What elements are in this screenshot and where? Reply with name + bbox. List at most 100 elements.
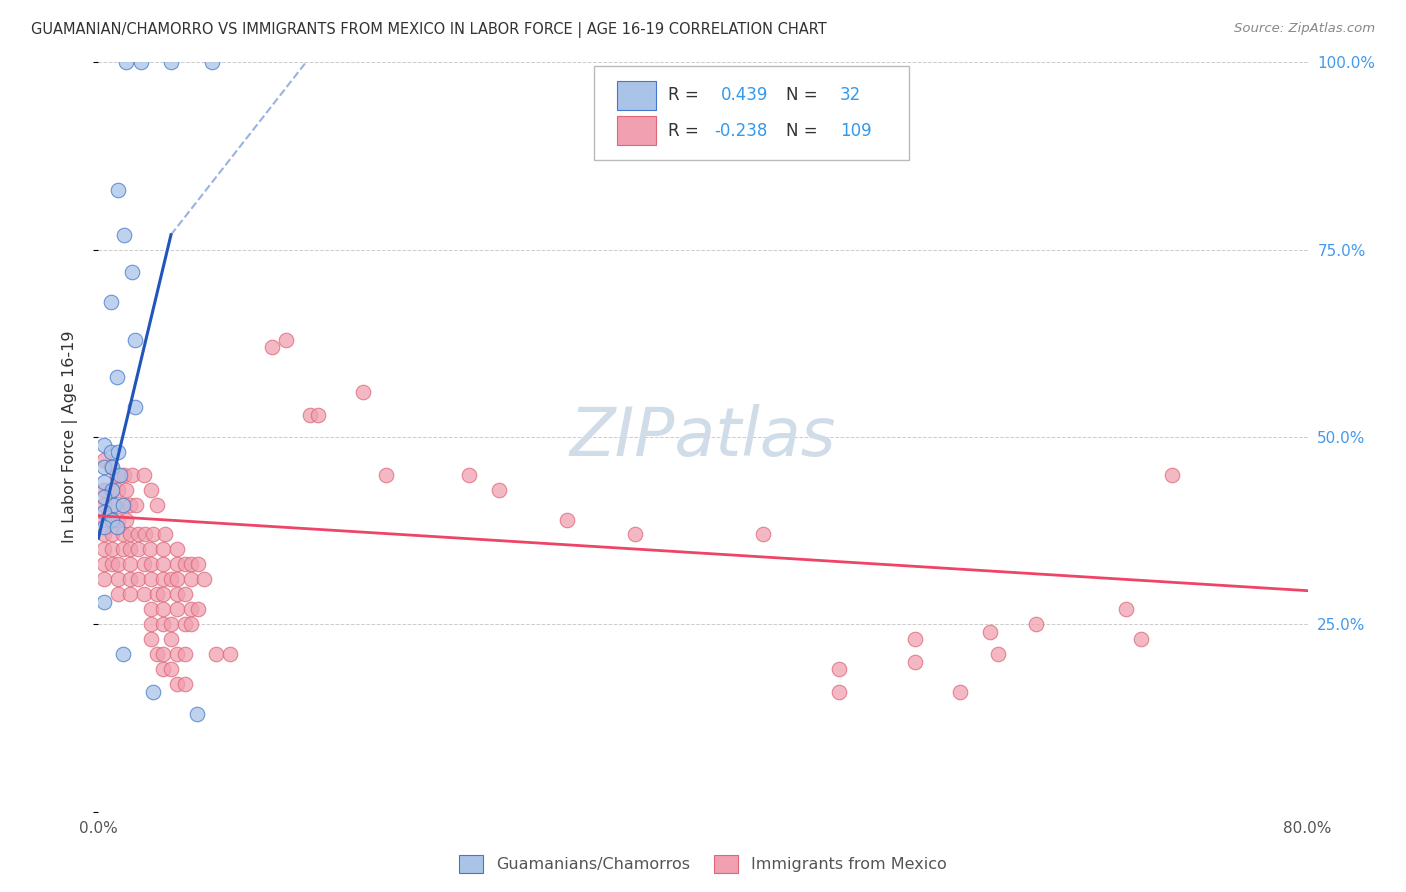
- Point: [93, 527, 115, 541]
- Point: [107, 483, 129, 497]
- Point: [93, 595, 115, 609]
- Text: N =: N =: [786, 121, 824, 140]
- Point: [121, 265, 143, 279]
- Point: [180, 573, 202, 587]
- Point: [93, 437, 115, 451]
- Point: [93, 483, 115, 497]
- Point: [111, 527, 134, 541]
- Point: [752, 527, 775, 541]
- Point: [624, 527, 647, 541]
- Point: [120, 527, 142, 541]
- Text: 0.439: 0.439: [721, 87, 769, 104]
- Point: [488, 483, 510, 497]
- Point: [120, 498, 142, 512]
- Text: N =: N =: [786, 87, 824, 104]
- Point: [93, 512, 115, 526]
- Point: [127, 573, 149, 587]
- Point: [1160, 467, 1182, 482]
- Point: [93, 520, 115, 534]
- Point: [101, 527, 124, 541]
- Point: [180, 602, 202, 616]
- Point: [114, 512, 136, 526]
- Point: [111, 648, 134, 662]
- Point: [134, 527, 156, 541]
- Point: [120, 573, 142, 587]
- Point: [93, 498, 115, 512]
- Point: [93, 490, 115, 504]
- Point: [141, 617, 163, 632]
- Point: [146, 648, 169, 662]
- Point: [124, 400, 146, 414]
- Point: [166, 542, 188, 557]
- Point: [111, 498, 134, 512]
- Point: [152, 573, 174, 587]
- Point: [121, 467, 143, 482]
- Point: [166, 558, 188, 572]
- Point: [120, 558, 142, 572]
- Point: [949, 685, 972, 699]
- Point: [299, 408, 322, 422]
- Point: [93, 573, 115, 587]
- Point: [114, 55, 136, 70]
- Point: [152, 542, 174, 557]
- Point: [107, 512, 129, 526]
- Point: [374, 467, 396, 482]
- Point: [93, 452, 115, 467]
- Point: [146, 498, 169, 512]
- Text: 109: 109: [839, 121, 872, 140]
- Text: R =: R =: [668, 87, 704, 104]
- Point: [101, 558, 124, 572]
- Point: [160, 662, 183, 676]
- Point: [120, 587, 142, 601]
- Point: [979, 624, 1001, 639]
- Point: [1115, 602, 1137, 616]
- Point: [160, 573, 183, 587]
- Point: [132, 467, 155, 482]
- Point: [173, 677, 195, 691]
- Point: [93, 505, 115, 519]
- FancyBboxPatch shape: [617, 81, 655, 110]
- Point: [146, 587, 169, 601]
- Point: [152, 587, 174, 601]
- Point: [108, 467, 131, 482]
- Point: [1024, 617, 1046, 632]
- Point: [93, 475, 115, 489]
- Point: [141, 632, 163, 647]
- Text: Source: ZipAtlas.com: Source: ZipAtlas.com: [1234, 22, 1375, 36]
- Point: [160, 617, 183, 632]
- Point: [105, 520, 128, 534]
- Point: [132, 558, 155, 572]
- Point: [187, 558, 209, 572]
- Point: [100, 460, 122, 475]
- Point: [101, 498, 124, 512]
- Point: [160, 632, 183, 647]
- Point: [105, 370, 128, 384]
- Point: [139, 542, 162, 557]
- Point: [101, 512, 124, 526]
- Point: [141, 573, 163, 587]
- Point: [987, 648, 1010, 662]
- Point: [120, 542, 142, 557]
- Point: [105, 467, 128, 482]
- Point: [904, 655, 927, 669]
- Text: R =: R =: [668, 121, 704, 140]
- Point: [93, 542, 115, 557]
- Point: [101, 483, 124, 497]
- Point: [173, 587, 195, 601]
- Point: [142, 527, 165, 541]
- Point: [166, 648, 188, 662]
- Text: GUAMANIAN/CHAMORRO VS IMMIGRANTS FROM MEXICO IN LABOR FORCE | AGE 16-19 CORRELAT: GUAMANIAN/CHAMORRO VS IMMIGRANTS FROM ME…: [31, 22, 827, 38]
- Point: [101, 460, 124, 475]
- Text: 32: 32: [839, 87, 860, 104]
- Point: [904, 632, 927, 647]
- Point: [205, 648, 228, 662]
- Point: [124, 333, 146, 347]
- Point: [141, 602, 163, 616]
- Y-axis label: In Labor Force | Age 16-19: In Labor Force | Age 16-19: [62, 331, 77, 543]
- Point: [141, 558, 163, 572]
- Point: [457, 467, 479, 482]
- Point: [152, 617, 174, 632]
- Point: [153, 527, 176, 541]
- Point: [152, 662, 174, 676]
- Point: [112, 227, 135, 242]
